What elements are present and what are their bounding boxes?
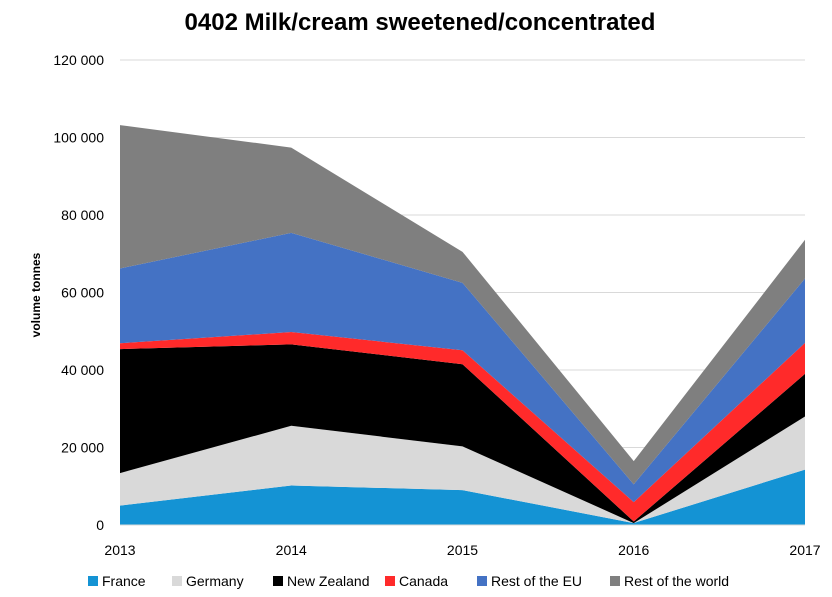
y-tick-label: 80 000 bbox=[61, 207, 104, 223]
x-tick-label: 2014 bbox=[276, 542, 307, 558]
y-axis: 0 20 000 40 000 60 000 80 000 100 000 120 000 bbox=[53, 52, 104, 533]
area-series-new-zealand bbox=[120, 344, 805, 524]
x-tick-label: 2017 bbox=[789, 542, 820, 558]
legend-item: Rest of the world bbox=[610, 573, 729, 589]
y-tick-label: 100 000 bbox=[53, 130, 104, 146]
legend-label: Germany bbox=[186, 573, 244, 589]
area-series-rest-of-the-world bbox=[120, 125, 805, 485]
legend-label: Rest of the world bbox=[624, 573, 729, 589]
area-series-france bbox=[120, 469, 805, 525]
legend-swatch bbox=[88, 576, 98, 586]
plot-area bbox=[120, 125, 805, 525]
legend-item: Rest of the EU bbox=[477, 573, 582, 589]
y-tick-label: 120 000 bbox=[53, 52, 104, 68]
x-tick-label: 2015 bbox=[447, 542, 478, 558]
y-tick-label: 60 000 bbox=[61, 285, 104, 301]
y-axis-label: volume tonnes bbox=[29, 252, 43, 337]
legend-label: Rest of the EU bbox=[491, 573, 582, 589]
y-tick-label: 20 000 bbox=[61, 440, 104, 456]
area-series-rest-of-the-eu bbox=[120, 232, 805, 503]
legend-label: Canada bbox=[399, 573, 448, 589]
legend-label: France bbox=[102, 573, 146, 589]
y-tick-label: 0 bbox=[96, 517, 104, 533]
legend-item: Germany bbox=[172, 573, 244, 589]
legend-swatch bbox=[477, 576, 487, 586]
legend-swatch bbox=[273, 576, 283, 586]
legend: France Germany New Zealand Canada Rest of th… bbox=[88, 573, 729, 589]
chart-title: 0402 Milk/cream sweetened/concentrated bbox=[185, 9, 656, 36]
legend-item: France bbox=[88, 573, 146, 589]
x-axis: 2013 2014 2015 2016 2017 bbox=[104, 524, 821, 558]
legend-label: New Zealand bbox=[287, 573, 370, 589]
legend-swatch bbox=[172, 576, 182, 586]
area-series-germany bbox=[120, 416, 805, 524]
legend-item: New Zealand bbox=[273, 573, 370, 589]
y-tick-label: 40 000 bbox=[61, 362, 104, 378]
legend-swatch bbox=[610, 576, 620, 586]
x-tick-label: 2016 bbox=[618, 542, 649, 558]
legend-item: Canada bbox=[385, 573, 448, 589]
x-tick-label: 2013 bbox=[104, 542, 135, 558]
legend-swatch bbox=[385, 576, 395, 586]
